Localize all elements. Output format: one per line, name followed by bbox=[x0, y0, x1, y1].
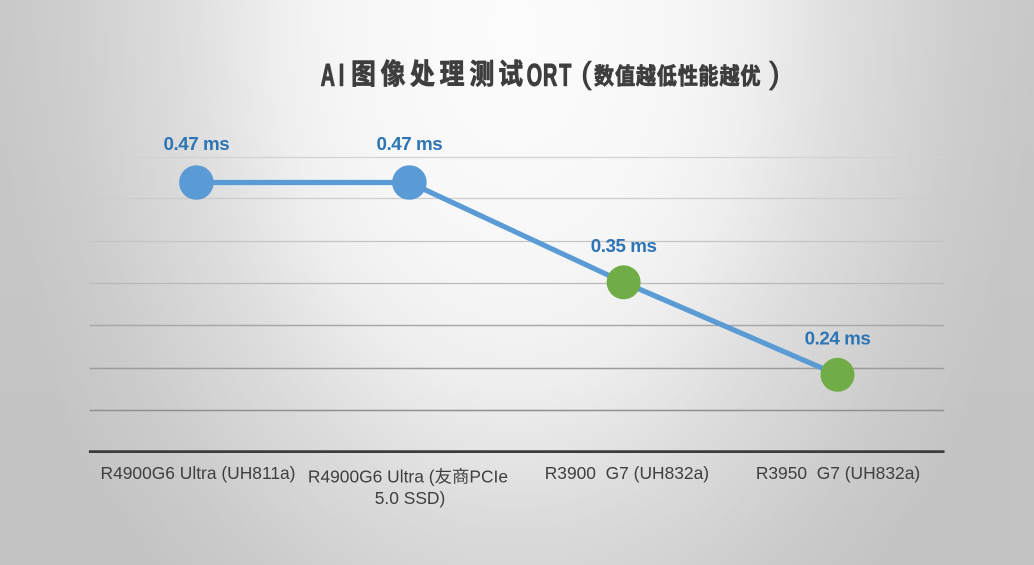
svg-text:R3950 G7 (UH832a): R3950 G7 (UH832a) bbox=[756, 463, 920, 483]
svg-text:0.47 ms: 0.47 ms bbox=[164, 133, 230, 154]
svg-text:PCIe: PCIe bbox=[469, 467, 508, 487]
svg-text:R4900G6 Ultra (: R4900G6 Ultra ( bbox=[308, 467, 435, 487]
svg-text:0.47 ms: 0.47 ms bbox=[377, 133, 443, 154]
svg-text:0.35 ms: 0.35 ms bbox=[591, 235, 657, 256]
svg-text:0.24 ms: 0.24 ms bbox=[805, 328, 871, 349]
svg-text:R4900G6 Ultra (UH811a): R4900G6 Ultra (UH811a) bbox=[101, 463, 296, 483]
svg-text:5.0 SSD): 5.0 SSD) bbox=[375, 488, 446, 508]
svg-text:R3900 G7 (UH832a): R3900 G7 (UH832a) bbox=[545, 463, 709, 483]
